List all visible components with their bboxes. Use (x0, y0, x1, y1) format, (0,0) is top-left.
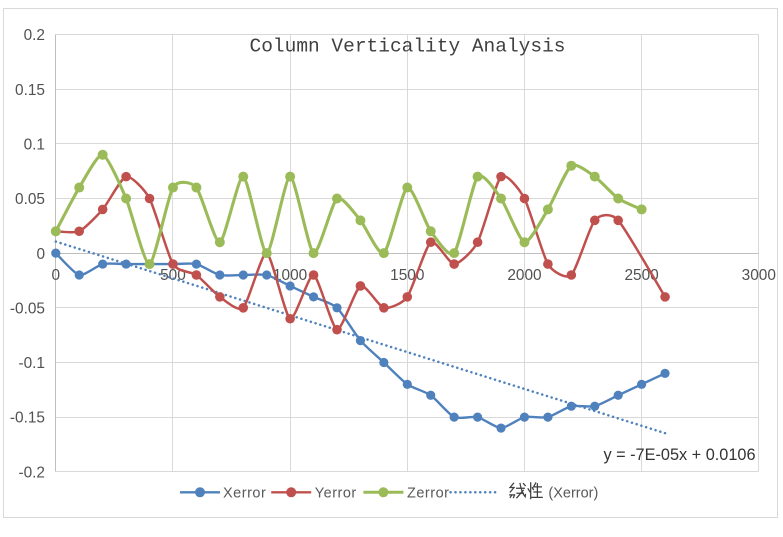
svg-text:Column Verticality Analysis: Column Verticality Analysis (250, 36, 566, 58)
svg-text:-0.15: -0.15 (10, 410, 45, 427)
svg-text:-0.2: -0.2 (18, 464, 45, 481)
svg-text:Zerror: Zerror (407, 485, 449, 501)
svg-text:(Xerror): (Xerror) (548, 485, 598, 501)
svg-text:0.1: 0.1 (24, 136, 45, 153)
svg-text:Yerror: Yerror (315, 485, 357, 501)
svg-text:y = -7E-05x + 0.0106: y = -7E-05x + 0.0106 (603, 446, 755, 464)
svg-text:0: 0 (36, 246, 45, 263)
svg-text:3000: 3000 (742, 267, 776, 284)
svg-text:0.05: 0.05 (15, 191, 45, 208)
svg-text:2000: 2000 (507, 267, 541, 284)
svg-text:-0.05: -0.05 (10, 300, 45, 317)
svg-text:-0.1: -0.1 (18, 355, 45, 372)
svg-text:0.2: 0.2 (24, 27, 45, 44)
svg-text:0.15: 0.15 (15, 82, 45, 99)
svg-text:1000: 1000 (273, 267, 307, 284)
svg-text:Xerror: Xerror (223, 485, 266, 501)
svg-text:0: 0 (52, 267, 61, 284)
